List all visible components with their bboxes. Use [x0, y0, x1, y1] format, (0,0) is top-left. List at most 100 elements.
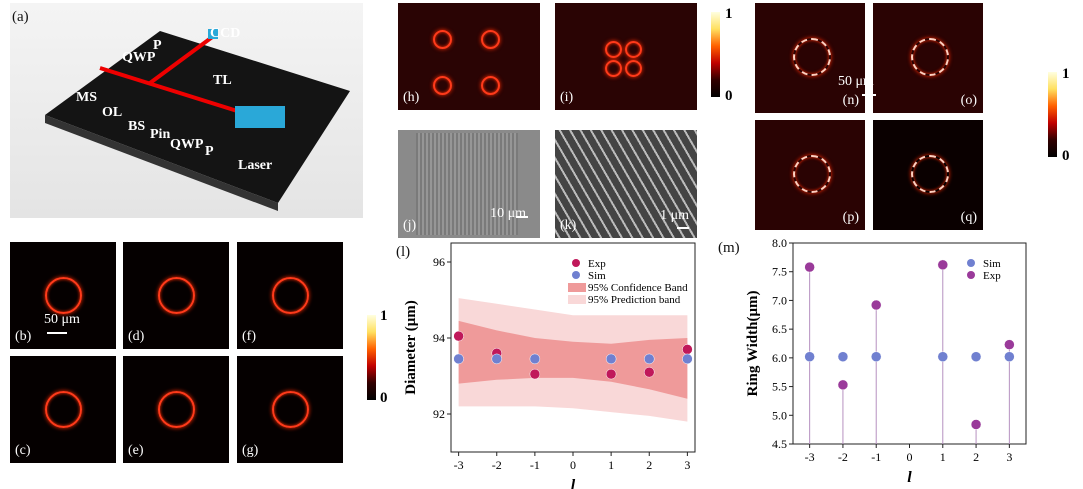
panel-label: (o)	[960, 93, 977, 108]
point-sim	[529, 353, 541, 365]
panel-label-k: (k)	[560, 218, 577, 233]
ring-panel: (c)	[10, 356, 116, 463]
focus-panel: (n)	[755, 3, 865, 113]
x-tick-label: -2	[838, 450, 848, 464]
panel-label-a: (a)	[12, 9, 29, 25]
ring	[45, 277, 82, 314]
label-ccd: CCD	[210, 26, 241, 41]
x-tick-label: 3	[684, 458, 690, 472]
legend-label: 95% Confidence Band	[588, 282, 688, 294]
colorbar-3-min: 0	[1062, 148, 1070, 164]
panel-i: (i)	[555, 3, 697, 110]
y-tick-label: 6.5	[772, 322, 787, 336]
scale-label-j: 10 μm	[490, 206, 526, 221]
point-sim	[937, 351, 949, 362]
point-exp	[644, 366, 655, 378]
band-1	[458, 320, 688, 399]
legend-marker	[967, 259, 975, 267]
y-tick-label: 96	[433, 255, 445, 269]
legend-label: Exp	[983, 270, 1001, 282]
setup-illustration: (a) P CCD QWP TL MS OL BS Pin QWP P Lase…	[10, 3, 363, 218]
focal-ring	[911, 155, 949, 193]
colorbar-min: 0	[380, 390, 388, 406]
point-exp	[870, 299, 882, 311]
legend-label: 95% Prediction band	[588, 294, 681, 306]
x-tick-label: 1	[940, 450, 946, 464]
point-sim	[804, 351, 815, 362]
scale-label-k: 1 μm	[660, 208, 689, 223]
x-tick-label: -3	[805, 450, 815, 464]
panel-label-l: (l)	[396, 244, 411, 260]
point-sim	[1004, 351, 1015, 362]
scale-bar-2	[862, 94, 876, 96]
x-tick-label: 0	[570, 458, 576, 472]
ring	[45, 391, 82, 428]
panel-label: (c)	[15, 443, 31, 458]
point-exp	[837, 379, 849, 391]
focal-ring	[911, 38, 949, 76]
panel-label-m: (m)	[718, 240, 740, 256]
scale-bar-2-label: 50 μm	[838, 74, 874, 89]
panel-label: (d)	[128, 329, 145, 344]
label-ol: OL	[102, 105, 123, 120]
focal-ring	[793, 38, 831, 76]
ring-panel: (b)	[10, 242, 116, 349]
x-tick-label: -1	[871, 450, 881, 464]
laser-box	[235, 106, 285, 128]
point-sim	[682, 353, 693, 365]
colorbar-2	[711, 12, 720, 97]
label-qwp-2: QWP	[170, 137, 204, 152]
legend-label: Sim	[588, 270, 606, 282]
x-tick-label: 1	[608, 458, 614, 472]
point-sim	[491, 353, 502, 365]
y-tick-label: 5.0	[772, 408, 787, 422]
point-exp	[804, 261, 815, 273]
panel-label-i: (i)	[560, 90, 574, 105]
y-tick-label: 5.5	[772, 380, 787, 394]
point-exp	[682, 344, 693, 355]
point-exp	[970, 419, 982, 430]
legend-marker	[967, 271, 975, 279]
optical-table-drawing	[45, 29, 350, 211]
ring-panel: (e)	[123, 356, 229, 463]
scale-bar	[47, 332, 67, 334]
colorbar-2-max: 1	[725, 6, 733, 22]
label-p: P	[153, 38, 162, 53]
ccd-box	[208, 29, 218, 39]
point-exp	[453, 330, 464, 342]
label-bs: BS	[128, 119, 146, 134]
panel-label: (b)	[15, 329, 32, 344]
point-sim	[837, 351, 849, 362]
label-ms: MS	[76, 90, 97, 105]
legend-swatch	[568, 283, 586, 292]
panel-label: (q)	[960, 210, 977, 225]
x-tick-label: -3	[454, 458, 464, 472]
legend-swatch	[568, 295, 586, 304]
y-tick-label: 7.5	[772, 265, 787, 279]
legend-label: Exp	[588, 258, 606, 270]
point-exp	[937, 259, 949, 271]
point-sim	[644, 353, 655, 365]
point-sim	[453, 353, 464, 365]
x-axis-label: l	[907, 469, 912, 486]
focus-panel: (p)	[755, 120, 865, 230]
ring	[158, 391, 195, 428]
panel-label: (n)	[842, 93, 859, 108]
colorbar	[367, 315, 376, 400]
focus-panel: (o)	[873, 3, 983, 113]
y-tick-label: 94	[433, 331, 445, 345]
x-tick-label: 0	[907, 450, 913, 464]
ring	[272, 391, 309, 428]
label-p-2: P	[205, 144, 214, 159]
panel-label: (e)	[128, 443, 144, 458]
ring-panel: (f)	[237, 242, 343, 349]
colorbar-3-max: 1	[1062, 66, 1070, 82]
x-tick-label: -1	[530, 458, 540, 472]
point-sim	[605, 353, 617, 365]
x-tick-label: 2	[973, 450, 979, 464]
colorbar-3	[1048, 72, 1057, 157]
x-tick-label: -2	[492, 458, 502, 472]
scale-bar-label: 50 μm	[44, 312, 80, 327]
